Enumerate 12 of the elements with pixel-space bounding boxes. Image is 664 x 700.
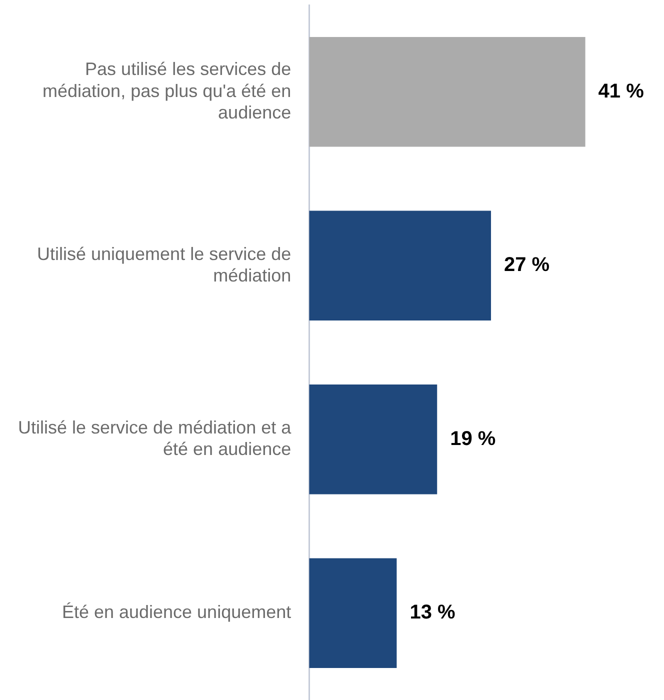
y-tick-label: Pas utilisé les services de médiation, pas plus qu'a été en audience bbox=[42, 59, 292, 122]
y-tick-label: Utilisé uniquement le service de médiation bbox=[36, 244, 292, 286]
y-tick-label: Été en audience uniquement bbox=[62, 602, 292, 622]
data-label: 41 % bbox=[598, 80, 644, 102]
bar bbox=[309, 558, 397, 668]
data-label: 27 % bbox=[504, 254, 550, 276]
data-label: 19 % bbox=[450, 428, 496, 450]
y-tick-label: Utilisé le service de médiation et a été en audience bbox=[18, 418, 292, 460]
data-label: 13 % bbox=[410, 602, 456, 624]
bar bbox=[309, 210, 491, 321]
bar bbox=[309, 384, 438, 494]
bar bbox=[309, 36, 586, 147]
